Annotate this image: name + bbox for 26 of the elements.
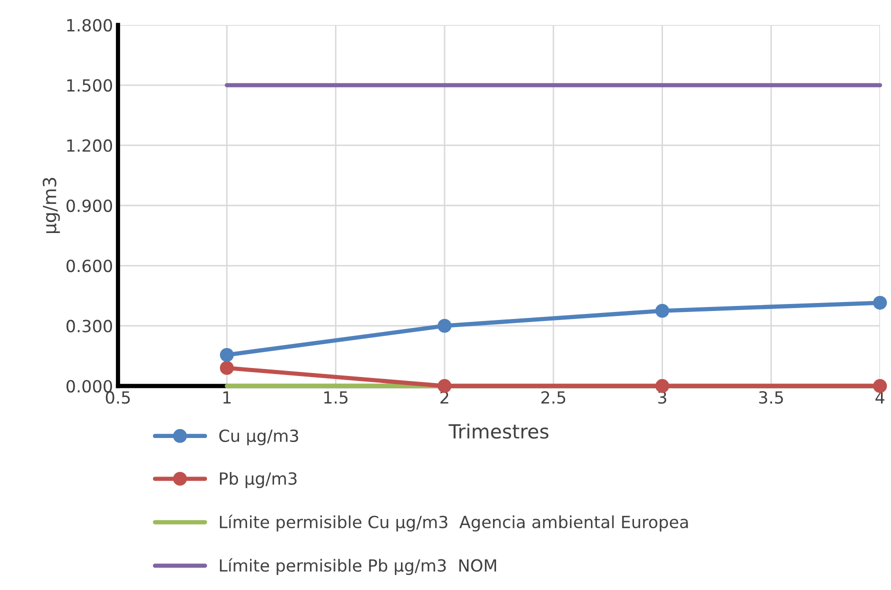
legend-label: Cu µg/m3: [219, 429, 298, 446]
point: [873, 379, 887, 393]
point: [655, 304, 670, 318]
y-tick-label: 1.800: [67, 18, 112, 32]
point: [655, 379, 670, 393]
legend-label: Límite permisible Cu µg/m3 Agencia ambiental Europea: [220, 514, 688, 532]
y-tick-label: 1.500: [67, 79, 112, 92]
y-tick-label: 1.200: [67, 139, 112, 152]
x-tick-label: 2.5: [541, 391, 566, 404]
y-tick-label: 0.000: [66, 380, 112, 393]
point: [220, 361, 234, 375]
y-axis-title: µg/m3: [42, 178, 60, 234]
point: [873, 296, 887, 310]
x-tick-label: 1.5: [324, 391, 348, 404]
point: [438, 379, 452, 393]
x-tick-label: 0.5: [106, 391, 130, 404]
y-tick-label: 0.600: [66, 260, 112, 272]
y-tick-label: 0.300: [66, 320, 112, 332]
legend-label: Pb µg/m3: [220, 472, 297, 488]
y-tick-label: 0.900: [66, 199, 112, 212]
legend-label: Límite permisible Pb µg/m3 NOM: [220, 558, 496, 575]
x-tick-label: 1: [223, 391, 231, 404]
x-tick-label: 3.5: [759, 391, 783, 404]
x-axis-title: Trimestres: [448, 424, 548, 439]
point: [220, 348, 234, 362]
point: [438, 318, 452, 333]
